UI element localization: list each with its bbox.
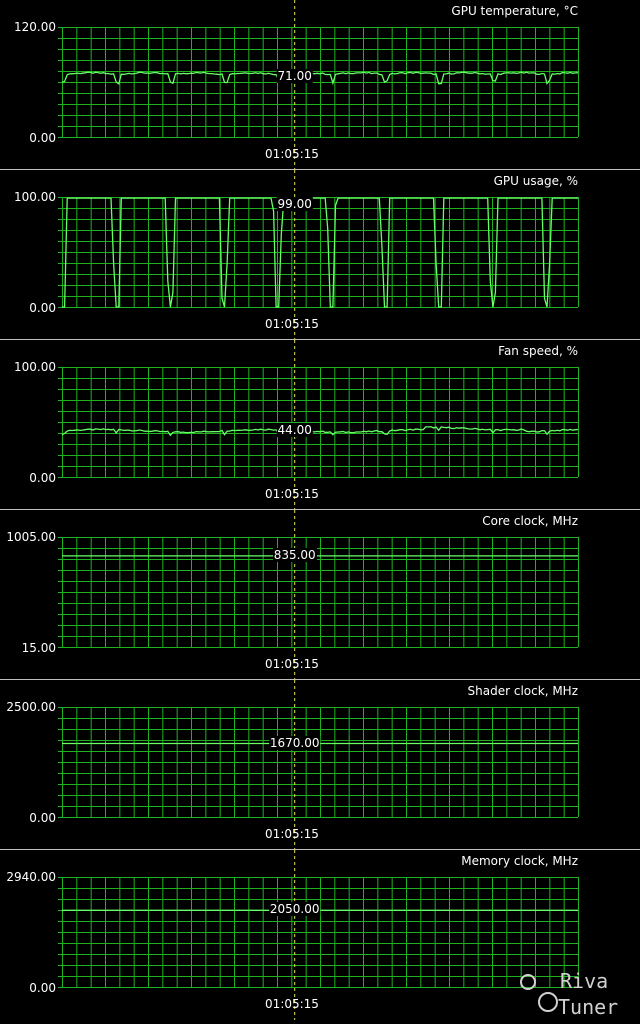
y-axis-min-label: 0.00 [29, 301, 56, 315]
cursor-timestamp: 01:05:15 [265, 827, 319, 841]
graph-title: GPU temperature, °C [451, 4, 578, 18]
y-axis-max-label: 2500.00 [6, 700, 56, 714]
graph-grid [58, 707, 579, 818]
graph-title: Core clock, MHz [482, 514, 578, 528]
rivatuner-logo: Riva Tuner [520, 969, 618, 1019]
y-axis-min-label: 0.00 [29, 471, 56, 485]
graph-title: Memory clock, MHz [461, 854, 578, 868]
y-axis-min-label: 0.00 [29, 811, 56, 825]
y-axis-min-label: 0.00 [29, 981, 56, 995]
graph-grid [58, 877, 579, 988]
graph-grid [58, 27, 579, 138]
y-axis-max-label: 100.00 [14, 360, 56, 374]
svg-text:Riva: Riva [560, 969, 608, 993]
graph-grid [58, 367, 579, 478]
y-axis-min-label: 15.00 [21, 641, 56, 655]
gear-icon [520, 974, 536, 990]
graph-plot [58, 0, 579, 170]
gear-icon [538, 992, 558, 1012]
graph-panel[interactable]: Fan speed, % 100.00 0.00 01:05:15 44.00 [0, 340, 640, 510]
cursor-value-label: 2050.00 [268, 902, 321, 917]
y-axis-max-label: 1005.00 [6, 530, 56, 544]
y-axis-max-label: 120.00 [14, 20, 56, 34]
graph-series-line [61, 71, 579, 86]
graph-panel[interactable]: GPU temperature, °C 120.00 0.00 01:05:15 71.… [0, 0, 640, 170]
y-axis-max-label: 2940.00 [6, 870, 56, 884]
cursor-timestamp: 01:05:15 [265, 147, 319, 161]
graph-title: GPU usage, % [493, 174, 578, 188]
cursor-timestamp: 01:05:15 [265, 997, 319, 1011]
graph-panel[interactable]: Memory clock, MHz 2940.00 0.00 01:05:15 2050… [0, 850, 640, 1020]
graph-plot [58, 680, 579, 850]
graph-plot [58, 170, 579, 340]
y-axis-max-label: 100.00 [14, 190, 56, 204]
graph-panel[interactable]: Shader clock, MHz 2500.00 0.00 01:05:15 1670… [0, 680, 640, 850]
graph-title: Shader clock, MHz [467, 684, 578, 698]
cursor-value-label: 71.00 [276, 68, 313, 83]
graph-title: Fan speed, % [498, 344, 578, 358]
cursor-timestamp: 01:05:15 [265, 657, 319, 671]
graph-panel[interactable]: GPU usage, % 100.00 0.00 01:05:15 99.00 [0, 170, 640, 340]
cursor-timestamp: 01:05:15 [265, 317, 319, 331]
cursor-value-label: 44.00 [276, 422, 313, 437]
graph-plot [58, 340, 579, 510]
graph-grid [58, 197, 579, 308]
graph-plot [58, 510, 579, 680]
graph-grid [58, 537, 579, 648]
cursor-value-label: 99.00 [276, 197, 313, 211]
graph-panel[interactable]: Core clock, MHz 1005.00 15.00 01:05:15 835.0… [0, 510, 640, 680]
graph-series-line [61, 426, 579, 437]
y-axis-min-label: 0.00 [29, 131, 56, 145]
cursor-value-label: 1670.00 [268, 735, 321, 750]
graph-series-line [62, 197, 578, 308]
cursor-timestamp: 01:05:15 [265, 487, 319, 501]
svg-text:Tuner: Tuner [558, 995, 618, 1019]
cursor-value-label: 835.00 [272, 547, 317, 562]
